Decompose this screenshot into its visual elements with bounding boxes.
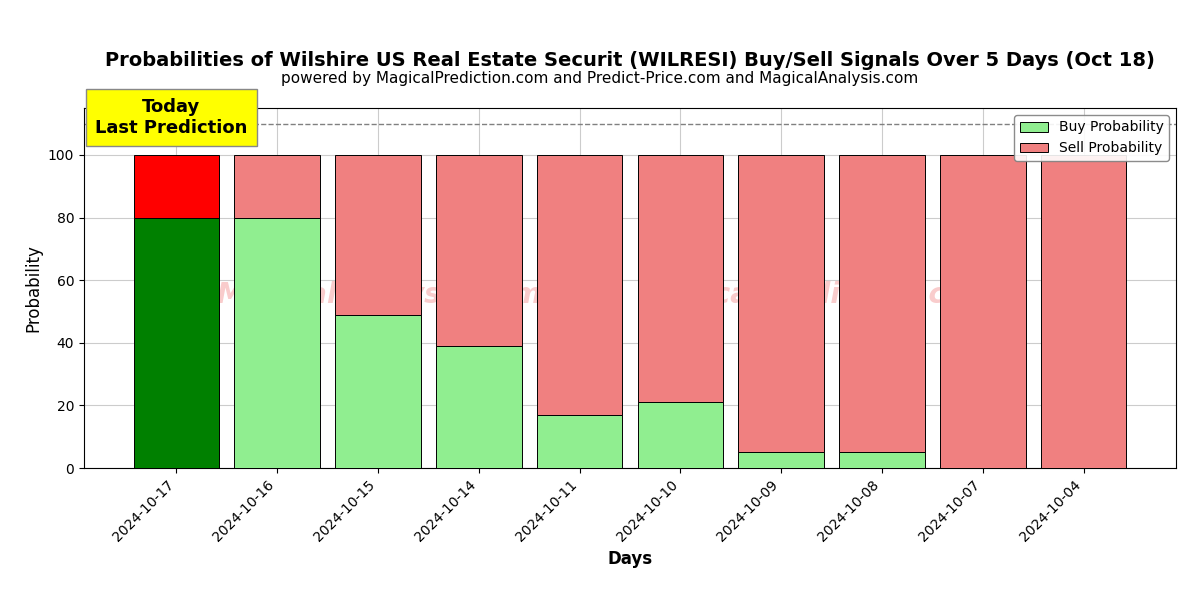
Text: MagicalAnalysis.com: MagicalAnalysis.com	[216, 281, 541, 309]
Title: Probabilities of Wilshire US Real Estate Securit (WILRESI) Buy/Sell Signals Over: Probabilities of Wilshire US Real Estate…	[106, 52, 1154, 70]
Legend: Buy Probability, Sell Probability: Buy Probability, Sell Probability	[1014, 115, 1169, 161]
Bar	[738, 155, 824, 452]
Bar	[335, 314, 421, 468]
Bar	[133, 218, 220, 468]
Bar	[335, 155, 421, 314]
Bar	[637, 155, 724, 402]
Bar	[1040, 155, 1127, 468]
Bar	[940, 155, 1026, 468]
Bar	[536, 155, 623, 415]
Bar	[234, 155, 320, 218]
Text: Today
Last Prediction: Today Last Prediction	[95, 98, 247, 137]
Bar	[839, 452, 925, 468]
Bar	[536, 415, 623, 468]
Text: MagicalPrediction.com: MagicalPrediction.com	[638, 281, 994, 309]
Text: powered by MagicalPrediction.com and Predict-Price.com and MagicalAnalysis.com: powered by MagicalPrediction.com and Pre…	[281, 70, 919, 85]
Bar	[637, 402, 724, 468]
X-axis label: Days: Days	[607, 550, 653, 568]
Bar	[234, 218, 320, 468]
Bar	[738, 452, 824, 468]
Bar	[133, 155, 220, 218]
Bar	[436, 346, 522, 468]
Y-axis label: Probability: Probability	[24, 244, 42, 332]
Bar	[436, 155, 522, 346]
Bar	[839, 155, 925, 452]
